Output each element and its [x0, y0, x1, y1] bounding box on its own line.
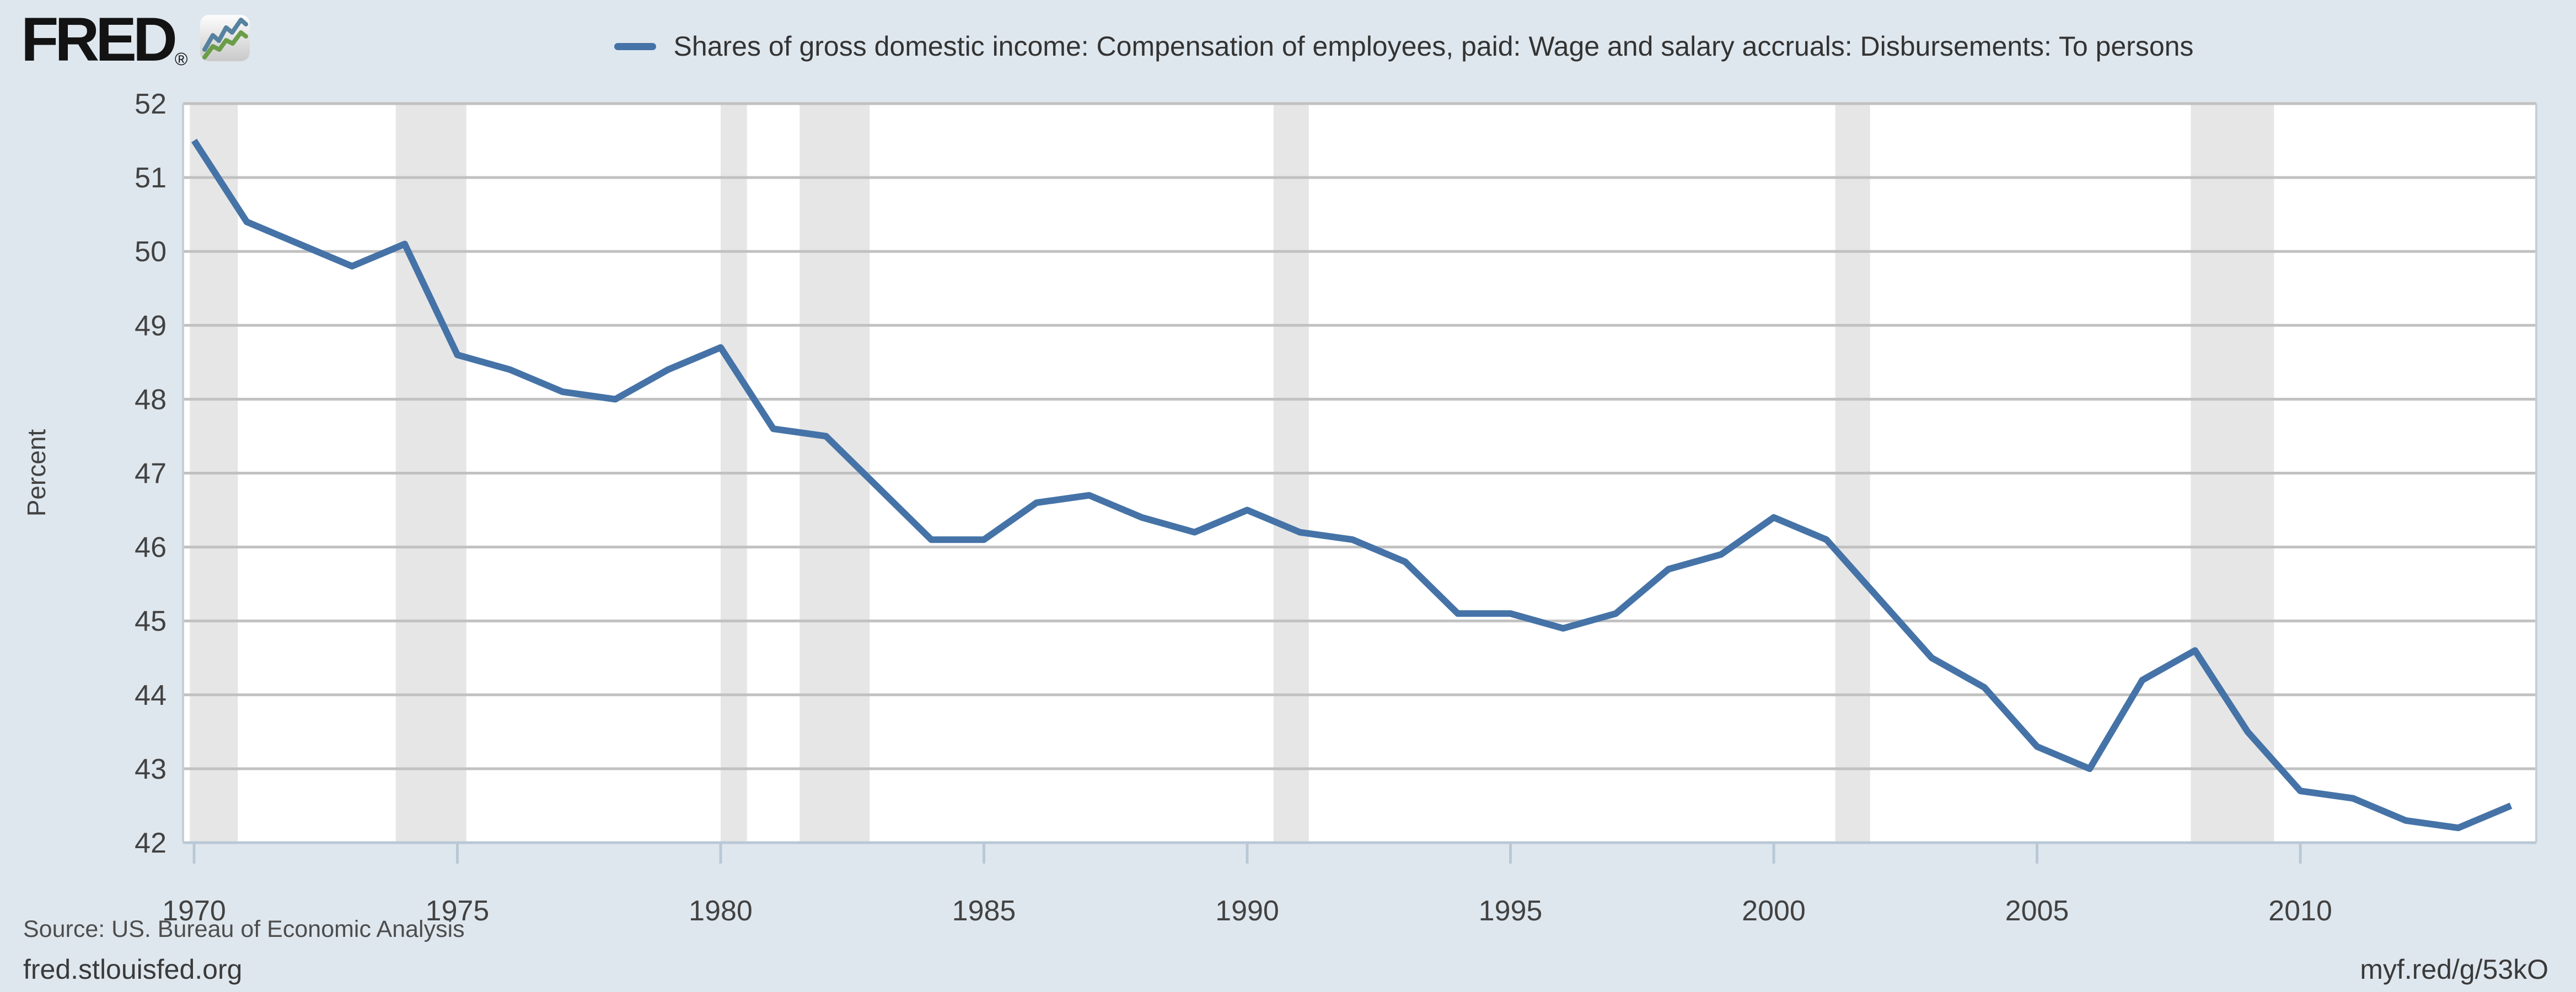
y-axis-tick-label: 43: [135, 753, 167, 785]
x-axis-tick-label: 2005: [2005, 895, 2069, 927]
fred-logo[interactable]: FRED ®: [21, 5, 250, 74]
legend: Shares of gross domestic income: Compens…: [265, 21, 2543, 72]
header: FRED ® Shares of gross domestic income: …: [0, 0, 2576, 88]
data-line[interactable]: [191, 138, 2513, 832]
x-axis-tick-label: 1980: [689, 895, 753, 927]
x-axis-tick-label: 1975: [426, 895, 490, 927]
registered-trademark-symbol: ®: [174, 49, 188, 69]
y-axis-title: Percent: [22, 429, 51, 517]
fred-site-url[interactable]: fred.stlouisfed.org: [23, 954, 243, 985]
x-axis-tick-label: 1970: [162, 895, 226, 927]
y-axis-tick-label: 42: [135, 827, 167, 859]
x-axis-tick-label: 2010: [2268, 895, 2332, 927]
series-title: Shares of gross domestic income: Compens…: [673, 31, 2194, 62]
x-axis-tick-label: 1995: [1479, 895, 1543, 927]
y-axis-tick-label: 50: [135, 236, 167, 268]
y-axis-tick-label: 46: [135, 532, 167, 564]
y-axis-tick-label: 45: [135, 606, 167, 638]
fred-logo-text: FRED: [21, 5, 178, 74]
y-axis-tick-label: 49: [135, 310, 167, 342]
y-axis-tick-label: 51: [135, 162, 167, 194]
series-legend-line-marker: [614, 42, 656, 50]
y-axis-tick-label: 48: [135, 384, 167, 416]
y-axis-tick-label: 44: [135, 680, 167, 711]
source-attribution: Source: US. Bureau of Economic Analysis: [23, 916, 465, 942]
x-axis-tick-label: 1985: [952, 895, 1016, 927]
y-axis-tick-label: 52: [135, 88, 167, 120]
x-axis-tick-label: 2000: [1742, 895, 1806, 927]
x-axis-tick-label: 1990: [1215, 895, 1279, 927]
graph-short-url[interactable]: myf.red/g/53kO: [2360, 954, 2548, 985]
fred-logo-chart-icon: [200, 14, 250, 64]
y-axis-tick-label: 47: [135, 458, 167, 490]
